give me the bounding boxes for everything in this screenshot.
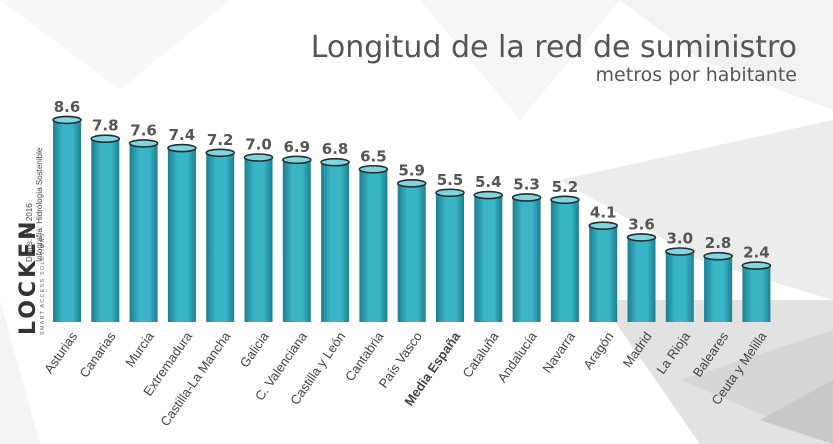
bar <box>167 148 196 322</box>
category-label: Cataluña <box>459 328 502 380</box>
category-label: Asturias <box>41 329 81 376</box>
bar <box>665 251 694 322</box>
bar <box>742 265 771 322</box>
bar-group: 5.4 Cataluña <box>459 173 504 380</box>
value-label: 6.8 <box>322 140 349 158</box>
bar <box>282 159 311 322</box>
bar <box>512 197 541 322</box>
bar-cap <box>741 261 772 270</box>
category-label: Navarra <box>539 328 578 375</box>
bar-cap <box>473 190 504 200</box>
bar-cap <box>626 233 657 242</box>
category-label: Murcia <box>122 328 157 369</box>
bar <box>550 199 579 322</box>
bar <box>627 237 656 322</box>
bar-cap <box>167 143 197 153</box>
category-label: Aragón <box>580 329 616 372</box>
category-label: Galicia <box>237 328 273 370</box>
bar-cap <box>52 115 82 125</box>
value-label: 5.5 <box>437 171 464 189</box>
category-label: Canarias <box>76 329 118 381</box>
bar-group: 7.0 Galicia <box>237 136 274 370</box>
bar <box>244 157 273 322</box>
value-label: 7.0 <box>245 136 272 154</box>
value-label: 7.6 <box>130 121 157 139</box>
value-label: 4.1 <box>590 204 617 222</box>
bar <box>129 143 158 322</box>
bar-group: 7.8 Canarias <box>76 117 121 381</box>
value-label: 2.8 <box>705 234 732 252</box>
bar-cap <box>435 188 465 198</box>
value-label: 7.2 <box>207 131 234 149</box>
bar-group: 4.1 Aragón <box>580 204 619 372</box>
bar-group: 2.8 Baleares <box>690 234 733 380</box>
bar-group: 8.6 Asturias <box>41 98 82 376</box>
value-label: 8.6 <box>54 98 81 116</box>
bar-cap <box>128 139 159 148</box>
bar-cap <box>281 155 312 165</box>
bar-cap <box>511 193 542 202</box>
value-label: 7.8 <box>92 117 119 135</box>
category-label: Baleares <box>690 329 732 380</box>
category-label: Madrid <box>620 329 655 370</box>
value-label: 7.4 <box>169 126 196 144</box>
value-label: 5.2 <box>552 178 579 196</box>
bar-group: 7.6 Murcia <box>122 121 159 370</box>
bar <box>397 183 426 322</box>
value-label: 5.3 <box>513 175 540 193</box>
bar-cap <box>243 153 274 162</box>
bar <box>321 162 350 322</box>
bar-cap <box>396 179 427 188</box>
bar-group: 3.0 La Rioja <box>653 230 695 377</box>
bar <box>53 119 81 323</box>
bar <box>704 256 733 322</box>
bar-cap <box>664 247 695 256</box>
bar-cap <box>588 221 619 230</box>
category-label: Andalucía <box>494 328 540 385</box>
category-label: La Rioja <box>653 328 693 376</box>
bar-group: 5.2 Navarra <box>539 178 580 376</box>
bar-cap <box>703 251 733 261</box>
bar <box>589 225 618 322</box>
bar-cap <box>358 164 389 174</box>
value-label: 5.9 <box>398 161 425 179</box>
category-label: Castilla-La Mancha <box>157 328 234 428</box>
bar-cap <box>205 148 235 158</box>
value-label: 6.5 <box>360 147 387 165</box>
value-label: 2.4 <box>743 244 770 262</box>
bar <box>206 152 235 322</box>
bar <box>436 192 464 322</box>
bar <box>359 169 388 322</box>
value-label: 5.4 <box>475 173 502 191</box>
value-label: 3.6 <box>628 215 655 233</box>
value-label: 3.0 <box>667 230 694 248</box>
bar <box>91 138 120 322</box>
value-label: 6.9 <box>284 138 311 156</box>
bar <box>474 195 503 322</box>
bar-cap <box>550 195 580 205</box>
bar-group: 3.6 Madrid <box>620 215 657 370</box>
chart-title: Longitud de la red de suministro <box>310 30 797 65</box>
bar-cap <box>320 157 350 167</box>
bar-cap <box>90 134 121 143</box>
chart-subtitle: metros por habitante <box>595 64 797 86</box>
